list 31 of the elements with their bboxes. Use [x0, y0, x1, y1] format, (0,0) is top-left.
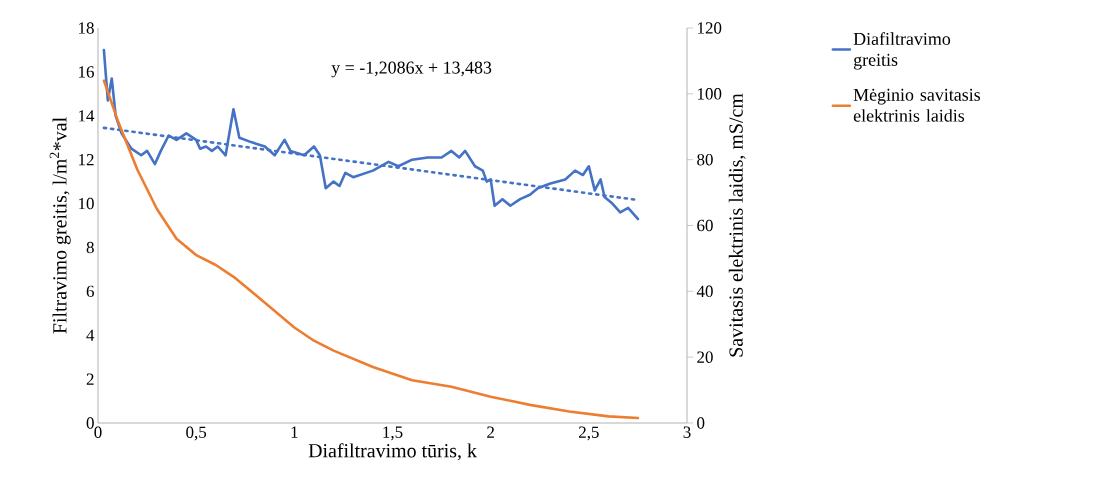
y-tick-label: 6 [86, 285, 94, 298]
y2-tick-label: 60 [697, 219, 713, 232]
y-tick-label: 14 [79, 110, 95, 122]
y-tick-label: 8 [86, 241, 94, 254]
x-tick-label: 2,5 [579, 426, 599, 441]
x-tick-label: 1,5 [383, 426, 403, 441]
x-tick-label: 1 [291, 426, 298, 438]
y2-tick-label: 80 [697, 153, 713, 166]
y2-axis-title: Savitasis elektrinis laidis, mS/cm [728, 93, 746, 357]
y2-tick-label: 0 [697, 417, 705, 429]
y2-tick-label: 120 [698, 22, 722, 34]
x-tick-label: 3 [683, 426, 691, 438]
y-tick-label: 12 [79, 154, 94, 166]
y-tick-label: 18 [79, 22, 94, 34]
x-tick-label: 2 [487, 426, 494, 438]
x-tick-label: 0,5 [186, 426, 207, 441]
line-series [102, 48, 640, 221]
legend-label: Mėginio savitasis elektrinis laidis [853, 88, 981, 122]
y2-tick-label: 20 [697, 351, 713, 363]
x-axis-title: Diafiltravimo tūris, k [308, 443, 477, 461]
annotation: y = -1,2086x + 13,483 [331, 61, 492, 78]
line-series [102, 79, 640, 420]
y-tick-label: 4 [86, 329, 95, 341]
y2-tick-label: 40 [696, 285, 713, 298]
y-tick-label: 10 [79, 197, 94, 210]
legend-label: Diafiltravimo greitis [853, 32, 951, 70]
y-tick-label: 16 [79, 66, 94, 78]
y-tick-label: 0 [86, 417, 94, 429]
y-axis-title: Filtravimo greitis, l/m$^{2}$*val [49, 117, 71, 334]
y2-tick-label: 100 [698, 88, 722, 100]
y-tick-label: 2 [86, 373, 94, 385]
